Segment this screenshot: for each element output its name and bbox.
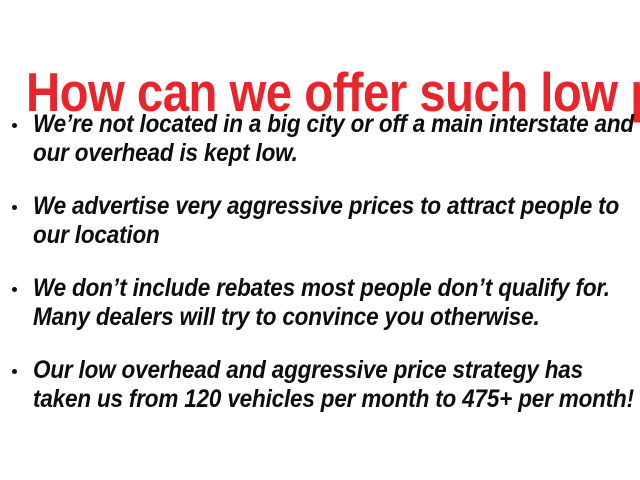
list-item-label: Our low overhead and aggressive price st… xyxy=(33,356,634,413)
bullet-dot-icon xyxy=(12,123,17,128)
list-item-label: We advertise very aggressive prices to a… xyxy=(33,192,620,249)
bullet-dot-icon xyxy=(12,287,17,292)
bullet-dot-icon xyxy=(12,205,17,210)
list-item-label: We’re not located in a big city or off a… xyxy=(33,110,634,167)
list-item-label: We don’t include rebates most people don… xyxy=(33,274,610,331)
list-item: We don’t include rebates most people don… xyxy=(0,274,640,332)
list-item: We advertise very aggressive prices to a… xyxy=(0,192,640,250)
bullet-list: We’re not located in a big city or off a… xyxy=(0,110,640,414)
bullet-dot-icon xyxy=(12,369,17,374)
list-item: We’re not located in a big city or off a… xyxy=(0,110,640,168)
list-item: Our low overhead and aggressive price st… xyxy=(0,356,640,414)
